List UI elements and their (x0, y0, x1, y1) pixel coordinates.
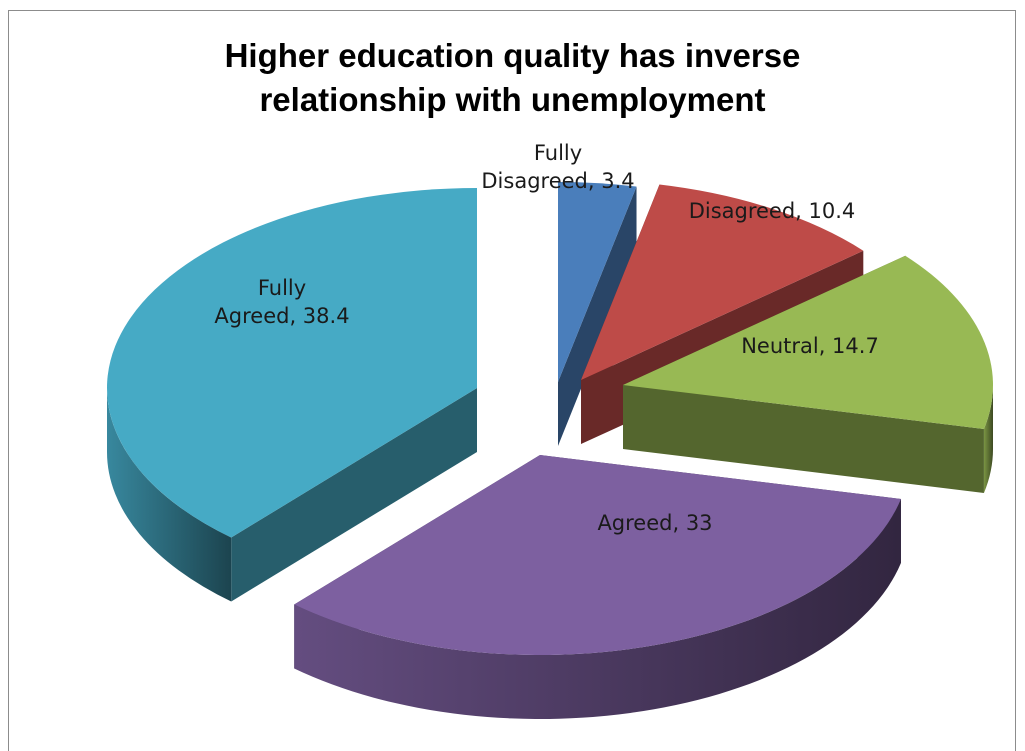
data-label-neutral: Neutral, 14.7 (741, 334, 879, 358)
pie-slice-top (558, 182, 637, 382)
pie-slice-wall (558, 186, 637, 446)
pie-slice-top (107, 188, 477, 538)
pie-slice-top (623, 255, 993, 429)
pie-slice-agreed (294, 455, 901, 720)
pie-slice-edge (107, 388, 232, 602)
data-label-fully-disagreed: Fully Disagreed, 3.4 (481, 141, 634, 193)
chart-title-line-1: Higher education quality has inverse (224, 37, 801, 74)
pie-slice-top (294, 455, 901, 655)
chart-title-line-2: relationship with unemployment (259, 81, 766, 118)
pie-slice-top (581, 184, 864, 380)
pie-slice-edge (294, 498, 901, 720)
pie-slice-wall (231, 388, 477, 602)
pie-slice-neutral (623, 255, 993, 493)
pie-slice-fully-disagreed (558, 182, 637, 446)
data-label-agreed: Agreed, 33 (597, 511, 712, 535)
data-label-disagreed: Disagreed, 10.4 (689, 199, 856, 223)
data-label-fully-agreed: Fully Agreed, 38.4 (214, 276, 349, 328)
pie-slice-fully-agreed (107, 188, 477, 602)
pie-slice-wall (623, 385, 984, 493)
pie-slice-edge (983, 385, 993, 493)
